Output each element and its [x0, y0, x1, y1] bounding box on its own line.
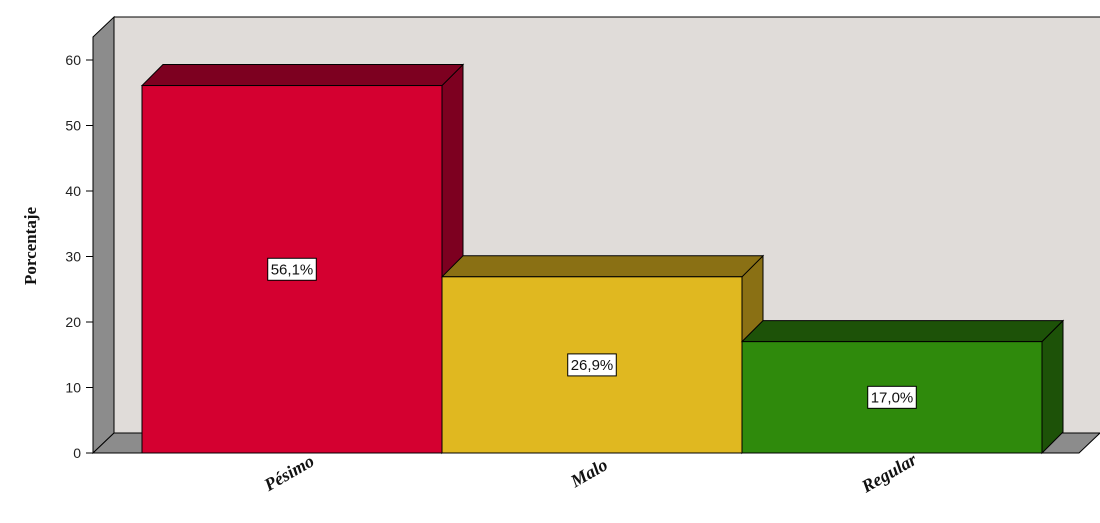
y-tick-label: 10 [65, 380, 81, 396]
bar-top-face [440, 255, 765, 278]
data-label-text: 26,9% [571, 357, 614, 374]
bar-2: 26,9% [440, 254, 765, 455]
bar-3: 17,0% [740, 319, 1065, 455]
data-label: 26,9% [567, 353, 617, 377]
y-axis-ticks: 0 10 20 30 40 50 60 [65, 52, 93, 461]
data-label-box [267, 257, 317, 281]
y-tick-label: 40 [65, 183, 81, 199]
bar-1: 56,1% [140, 63, 465, 455]
data-label-text: 17,0% [871, 389, 914, 406]
data-label: 17,0% [867, 385, 917, 409]
x-category-label: Pésimo [260, 451, 318, 496]
x-category-label: Malo [566, 454, 611, 491]
y-tick-label: 30 [65, 249, 81, 265]
chart-left-wall [92, 15, 115, 455]
data-label: 56,1% [267, 257, 317, 281]
data-label-text: 56,1% [271, 261, 314, 278]
y-tick-label: 0 [73, 445, 81, 461]
bar-top-face [740, 320, 1065, 343]
y-tick-label: 50 [65, 118, 81, 134]
y-axis-label: Porcentaje [21, 207, 40, 285]
y-tick-label: 60 [65, 52, 81, 68]
y-tick-label: 20 [65, 314, 81, 330]
category-labels: Pésimo Malo Regular [260, 449, 921, 497]
bars-group: 56,1% 26,9% 17,0% [140, 63, 1065, 455]
data-label-box [567, 353, 617, 377]
data-label-box [867, 385, 917, 409]
bar-top-face [140, 64, 465, 87]
x-category-label: Regular [857, 449, 921, 497]
bar-side-face [1041, 319, 1064, 455]
